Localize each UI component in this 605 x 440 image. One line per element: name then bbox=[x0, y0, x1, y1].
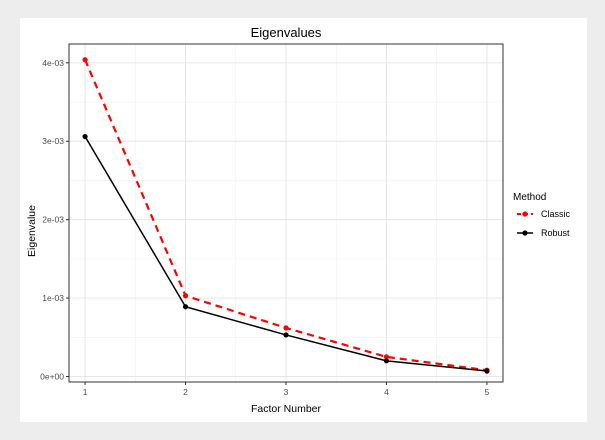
data-point-robust bbox=[82, 133, 88, 140]
x-tick-label: 3 bbox=[284, 387, 289, 397]
y-tick-label: 4e-03 bbox=[42, 58, 64, 68]
data-point-robust bbox=[182, 304, 189, 310]
y-tick-label: 1e-03 bbox=[42, 293, 64, 303]
legend-label-classic: Classic bbox=[541, 209, 571, 219]
y-tick-label: 2e-03 bbox=[42, 215, 64, 225]
y-axis-title: Eigenvalue bbox=[26, 205, 38, 257]
y-tick-label: 3e-03 bbox=[42, 136, 64, 146]
x-axis-title: Factor Number bbox=[251, 403, 322, 415]
data-point-robust bbox=[484, 368, 490, 374]
data-point-robust bbox=[283, 332, 289, 338]
x-tick-label: 5 bbox=[485, 387, 490, 397]
chart-title: Eigenvalues bbox=[251, 25, 322, 40]
legend-title: Method bbox=[513, 192, 546, 203]
legend-label-robust: Robust bbox=[541, 228, 570, 238]
x-tick-label: 1 bbox=[83, 387, 88, 397]
chart-canvas: Eigenvalues 0e+00 1e-03 2e-03 3e-03 4e-03 1 2 3… bbox=[20, 18, 587, 422]
y-tick-label: 0e+00 bbox=[40, 372, 64, 382]
eigenvalue-chart: Eigenvalues 0e+00 1e-03 2e-03 3e-03 4e-03 1 2 3… bbox=[26, 25, 571, 415]
plot-area: 0e+00 1e-03 2e-03 3e-03 4e-03 1 2 3 4 5 bbox=[40, 43, 504, 397]
data-point-classic bbox=[383, 354, 390, 360]
x-tick-label: 2 bbox=[183, 387, 188, 397]
legend-key-point-classic bbox=[522, 211, 528, 217]
data-point-classic bbox=[283, 325, 289, 331]
data-point-robust bbox=[383, 358, 390, 364]
legend-key-point-robust bbox=[522, 230, 528, 236]
data-point-classic bbox=[82, 57, 88, 63]
x-tick-label: 4 bbox=[384, 387, 389, 397]
data-point-classic bbox=[182, 293, 189, 299]
legend: Method Classic Robust bbox=[513, 192, 571, 238]
